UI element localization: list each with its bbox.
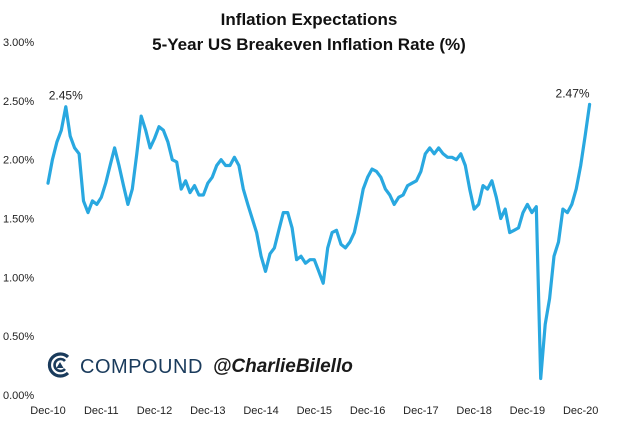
- y-axis: 0.00% 0.50% 1.00% 1.50% 2.00% 2.50% 3.00%: [3, 37, 34, 402]
- x-tick-label: Dec-12: [137, 405, 172, 417]
- y-tick-label: 1.50%: [3, 214, 34, 226]
- x-tick-label: Dec-11: [84, 405, 119, 417]
- chart-title: Inflation Expectations: [220, 10, 398, 29]
- x-tick-label: Dec-19: [510, 405, 545, 417]
- x-tick-label: Dec-13: [190, 405, 225, 417]
- x-tick-label: Dec-20: [563, 405, 598, 417]
- plot-area: [46, 102, 592, 381]
- x-tick-label: Dec-18: [456, 405, 491, 417]
- series-line: [46, 102, 592, 381]
- x-tick-label: Dec-17: [403, 405, 438, 417]
- brand-name: COMPOUND: [80, 355, 203, 378]
- brand-handle: @CharlieBilello: [212, 356, 353, 377]
- data-label: 2.45%: [49, 89, 83, 103]
- y-tick-label: 1.00%: [3, 272, 34, 284]
- x-tick-label: Dec-10: [30, 405, 65, 417]
- y-tick-label: 2.50%: [3, 96, 34, 108]
- x-tick-label: Dec-16: [350, 405, 385, 417]
- data-label: 2.47%: [556, 86, 590, 100]
- y-tick-label: 0.00%: [3, 390, 34, 402]
- chart-subtitle: 5-Year US Breakeven Inflation Rate (%): [152, 35, 466, 54]
- x-tick-label: Dec-14: [243, 405, 278, 417]
- compound-c-icon: [46, 351, 74, 384]
- brand-watermark: COMPOUND @CharlieBilello: [46, 351, 353, 384]
- annotations: 2.45% 2.47%: [49, 86, 590, 102]
- x-axis: Dec-10 Dec-11 Dec-12 Dec-13 Dec-14 Dec-15 Dec-…: [30, 405, 598, 417]
- x-tick-label: Dec-15: [297, 405, 332, 417]
- y-tick-label: 0.50%: [3, 331, 34, 343]
- y-tick-label: 2.00%: [3, 155, 34, 167]
- y-tick-label: 3.00%: [3, 37, 34, 49]
